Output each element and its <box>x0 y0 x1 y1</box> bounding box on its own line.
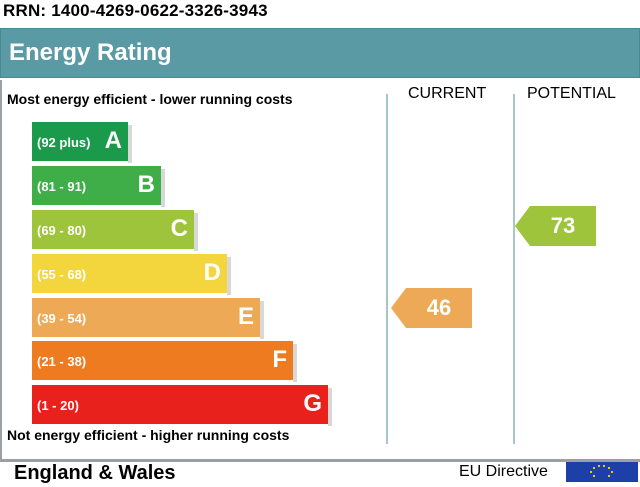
band-b-shadow <box>161 169 165 207</box>
current-column-divider <box>386 94 388 444</box>
potential-column-divider <box>513 94 515 444</box>
band-d: (55 - 68) D <box>32 254 231 295</box>
rating-panel <box>0 80 640 460</box>
eu-flag-icon <box>566 462 638 482</box>
current-rating-arrow-tip <box>391 288 406 328</box>
band-f-shadow <box>293 344 297 382</box>
band-c-letter: C <box>170 215 188 242</box>
current-column-header: CURRENT <box>408 85 487 102</box>
top-caption: Most energy efficient - lower running co… <box>7 91 293 107</box>
band-b: (81 - 91) B <box>32 166 165 207</box>
band-d-range: (55 - 68) <box>37 267 87 282</box>
eu-directive-label: EU Directive <box>459 463 548 480</box>
band-e-shadow <box>260 301 264 339</box>
band-b-letter: B <box>137 171 155 198</box>
band-e-letter: E <box>237 303 254 330</box>
band-d-shadow <box>227 257 231 295</box>
band-f-range: (21 - 38) <box>37 354 87 369</box>
potential-rating-value: 73 <box>550 213 576 238</box>
band-e: (39 - 54) E <box>32 298 264 339</box>
band-c: (69 - 80) C <box>32 210 198 251</box>
band-c-range: (69 - 80) <box>37 223 87 238</box>
rrn-label: RRN: 1400-4269-0622-3326-3943 <box>3 1 268 20</box>
current-rating-arrow: 46 <box>391 288 472 328</box>
potential-column-header: POTENTIAL <box>527 85 616 102</box>
footer-divider <box>0 459 640 462</box>
band-b-range: (81 - 91) <box>37 179 87 194</box>
band-g-range: (1 - 20) <box>37 398 79 413</box>
potential-rating-arrow-tip <box>515 206 530 246</box>
header-title: Energy Rating <box>9 39 172 66</box>
current-rating-value: 46 <box>426 295 452 320</box>
energy-rating-header: Energy Rating <box>0 28 640 78</box>
band-g-letter: G <box>303 390 322 417</box>
eu-stars <box>589 464 614 478</box>
band-d-letter: D <box>203 259 221 286</box>
band-a: (92 plus) A <box>32 122 132 163</box>
band-a-range: (92 plus) <box>37 135 91 150</box>
band-f-letter: F <box>272 346 287 373</box>
footer-region: England & Wales <box>14 462 176 484</box>
band-f: (21 - 38) F <box>32 341 297 382</box>
band-c-shadow <box>194 213 198 251</box>
band-g: (1 - 20) G <box>32 385 332 426</box>
band-g-shadow <box>328 388 332 426</box>
bottom-caption: Not energy efficient - higher running co… <box>7 427 290 443</box>
potential-rating-arrow: 73 <box>515 206 596 246</box>
band-e-range: (39 - 54) <box>37 311 87 326</box>
band-a-letter: A <box>104 127 122 154</box>
band-a-shadow <box>128 125 132 163</box>
